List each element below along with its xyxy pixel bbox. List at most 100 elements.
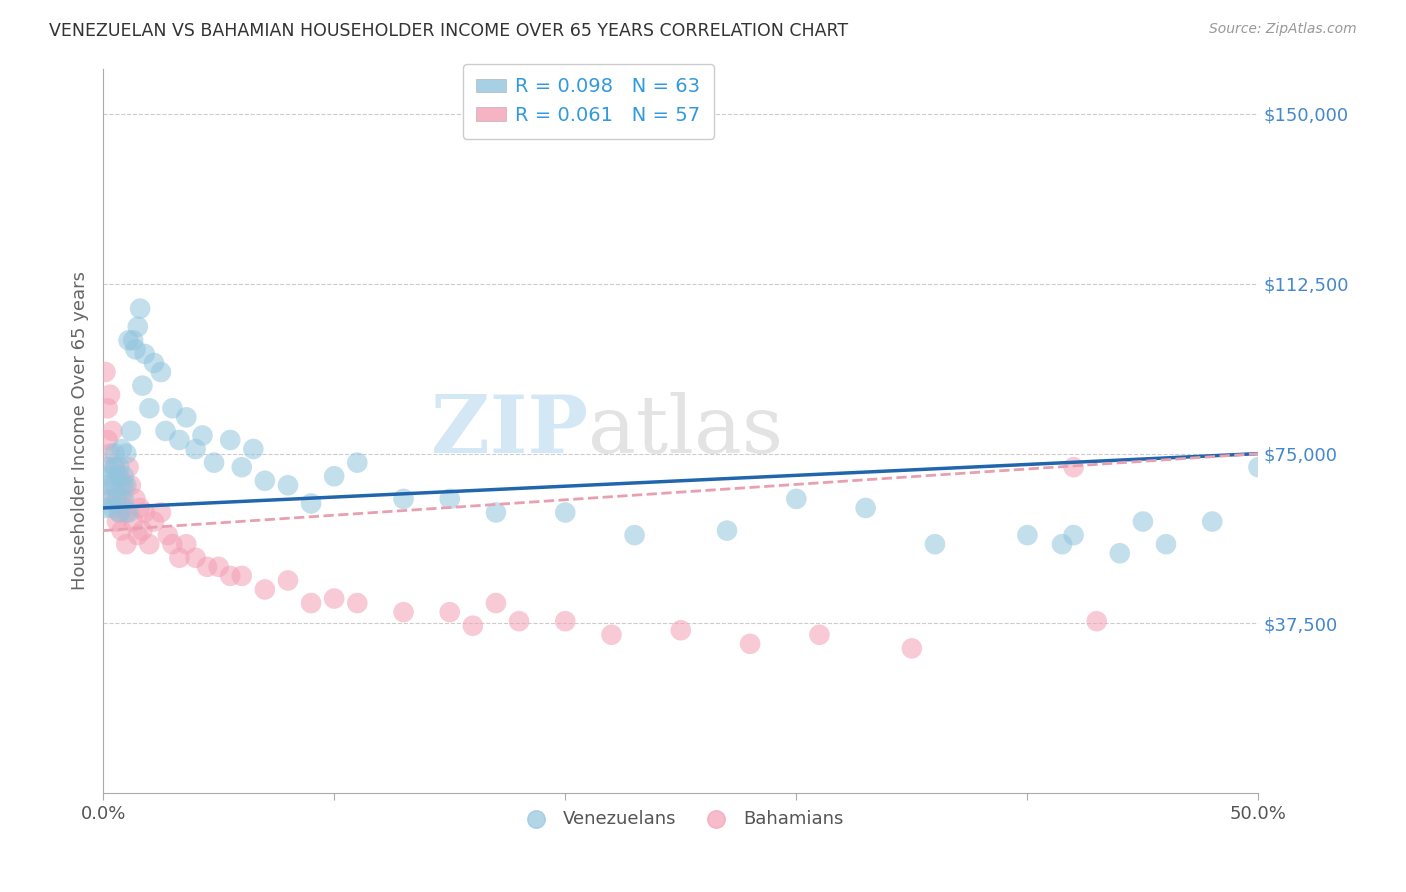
Point [104,478,127,492]
Point [149,365,172,379]
Point [112,500,135,515]
Point [508,614,530,628]
Point [392,605,415,619]
Legend: Venezuelans, Bahamians: Venezuelans, Bahamians [510,803,851,835]
Point [392,491,415,506]
Y-axis label: Householder Income Over 65 years: Householder Income Over 65 years [72,271,89,591]
Text: VENEZUELAN VS BAHAMIAN HOUSEHOLDER INCOME OVER 65 YEARS CORRELATION CHART: VENEZUELAN VS BAHAMIAN HOUSEHOLDER INCOM… [49,22,848,40]
Point [1154,537,1177,551]
Point [101,491,124,506]
Point [98,447,121,461]
Point [105,491,128,506]
Point [104,460,127,475]
Point [439,491,461,506]
Point [191,428,214,442]
Point [104,460,127,475]
Point [115,506,138,520]
Point [855,500,877,515]
Point [127,528,149,542]
Point [1063,460,1085,475]
Point [110,491,132,506]
Point [94,500,117,515]
Point [122,515,145,529]
Point [105,469,128,483]
Point [231,460,253,475]
Text: atlas: atlas [588,392,783,470]
Point [108,506,131,520]
Point [439,605,461,619]
Point [115,478,138,492]
Point [110,478,132,492]
Point [242,442,264,456]
Point [97,433,120,447]
Point [1017,528,1039,542]
Point [600,628,623,642]
Point [1201,515,1223,529]
Point [184,442,207,456]
Point [277,478,299,492]
Point [138,537,160,551]
Point [134,347,156,361]
Point [124,343,146,357]
Point [104,447,127,461]
Point [112,469,135,483]
Point [108,469,131,483]
Point [120,424,142,438]
Point [105,515,128,529]
Point [120,478,142,492]
Point [94,365,117,379]
Point [101,500,124,515]
Point [461,618,484,632]
Point [122,334,145,348]
Point [1132,515,1154,529]
Point [112,491,135,506]
Point [98,491,121,506]
Text: Source: ZipAtlas.com: Source: ZipAtlas.com [1209,22,1357,37]
Point [1085,614,1108,628]
Point [176,537,198,551]
Point [176,410,198,425]
Point [924,537,946,551]
Point [184,550,207,565]
Point [129,500,152,515]
Point [134,506,156,520]
Point [169,433,191,447]
Point [97,401,120,416]
Point [97,478,120,492]
Point [117,460,139,475]
Point [98,387,121,401]
Point [1108,546,1130,560]
Point [554,614,576,628]
Point [323,591,346,606]
Point [901,641,924,656]
Point [785,491,807,506]
Point [108,460,131,475]
Point [162,537,184,551]
Point [117,334,139,348]
Point [808,628,831,642]
Point [219,433,242,447]
Point [124,491,146,506]
Point [346,596,368,610]
Point [131,524,153,538]
Point [110,524,132,538]
Point [115,537,138,551]
Point [117,506,139,520]
Point [208,559,231,574]
Point [169,550,191,565]
Point [127,319,149,334]
Point [485,506,508,520]
Point [110,442,132,456]
Point [277,574,299,588]
Point [129,301,152,316]
Point [155,424,177,438]
Point [138,401,160,416]
Point [108,506,131,520]
Point [195,559,218,574]
Point [149,506,172,520]
Point [131,378,153,392]
Text: ZIP: ZIP [432,392,588,470]
Point [202,456,225,470]
Point [156,528,179,542]
Point [143,515,166,529]
